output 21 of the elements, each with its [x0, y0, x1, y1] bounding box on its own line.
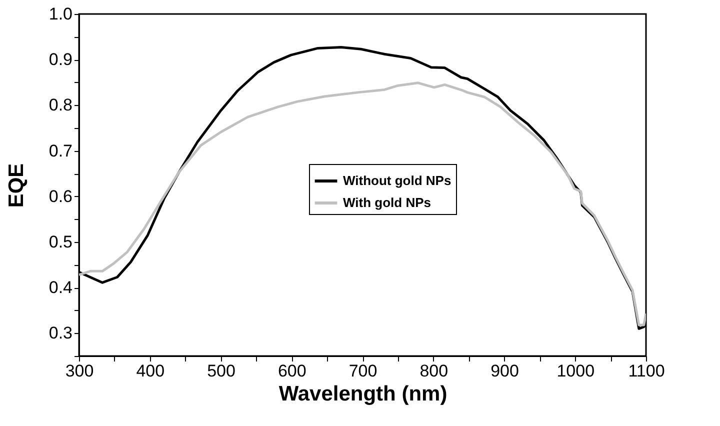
y-tick-label: 0.3 [48, 324, 72, 343]
y-tick-label: 0.7 [48, 141, 72, 160]
y-tick-label: 0.9 [48, 50, 72, 70]
y-tick-label: 1.0 [48, 4, 72, 24]
y-tick-label: 0.4 [48, 278, 72, 298]
x-tick-label: 600 [278, 362, 306, 380]
x-axis-title: Wavelength (nm) [278, 382, 448, 406]
legend-label: With gold NPs [343, 195, 431, 210]
y-axis-title: EQE [4, 163, 28, 208]
y-tick-label: 0.6 [48, 186, 72, 206]
x-tick-label: 500 [207, 362, 236, 380]
x-tick-label: 900 [490, 362, 519, 380]
x-tick-label: 300 [65, 362, 94, 380]
legend-label: Without gold NPs [343, 173, 452, 188]
y-tick-label: 0.8 [48, 96, 72, 115]
x-tick-label: 700 [348, 362, 378, 380]
x-tick-label: 400 [136, 362, 165, 380]
x-tick-label: 1100 [628, 362, 665, 380]
x-tick-label: 800 [420, 362, 448, 380]
x-tick-label: 1000 [556, 362, 595, 380]
y-tick-label: 0.5 [48, 232, 72, 252]
